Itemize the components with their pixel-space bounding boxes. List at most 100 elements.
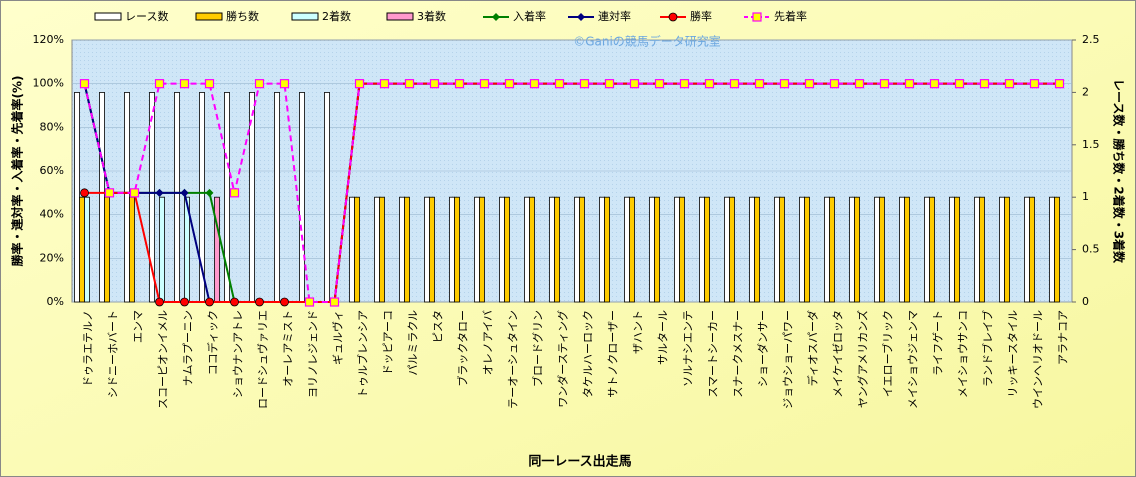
y-tick-label: 120% (33, 33, 64, 46)
x-tick-label: トゥルブレンシア (356, 310, 370, 398)
bar (129, 196, 135, 303)
line-marker (854, 79, 865, 89)
legend-label: 先着率 (774, 9, 807, 23)
y2-tick-label: 2.5 (1082, 33, 1100, 46)
legend-swatch (195, 12, 223, 21)
bar (529, 196, 535, 303)
line-marker (804, 79, 815, 89)
bar (774, 196, 780, 303)
y-tick-label: 40% (40, 208, 64, 221)
bar (799, 196, 805, 303)
x-tick-label: ジョウショーパワー (782, 310, 795, 409)
x-tick-label: リッキースタイル (1007, 310, 1020, 397)
line-marker (454, 79, 465, 89)
bar (84, 196, 90, 303)
x-tick-label: ショーダンサー (756, 310, 770, 387)
line-marker (429, 79, 440, 89)
line-marker (354, 79, 365, 89)
legend-marker (492, 13, 500, 21)
x-tick-label: オレノアイバ (482, 310, 495, 375)
y2-tick-label: 0 (1082, 295, 1089, 308)
bar (424, 196, 430, 303)
bar (804, 196, 810, 303)
x-tick-label: ディオスパーダ (806, 310, 820, 386)
line-marker (230, 297, 239, 307)
line-marker (829, 79, 840, 89)
bar (824, 196, 830, 303)
bar (1004, 196, 1010, 303)
line-marker (154, 79, 165, 89)
bar (174, 92, 180, 303)
x-tick-label: サトノクローザー (607, 310, 620, 398)
legend-swatch (386, 12, 414, 21)
legend-swatch (291, 12, 319, 21)
bar (274, 92, 280, 303)
bar (649, 196, 655, 303)
y-tick-label: 60% (40, 164, 64, 177)
bar (849, 196, 855, 303)
line-marker (704, 79, 715, 89)
bar (1029, 196, 1035, 303)
bar (124, 92, 130, 303)
legend: レース数 勝ち数 2着数 3着数 入着率 連対率 勝率 先着率 (94, 9, 807, 23)
bar (979, 196, 985, 303)
line-marker (254, 79, 265, 89)
bar (504, 196, 510, 303)
x-axis-title: 同一レース出走馬 (528, 454, 631, 470)
bar (699, 196, 705, 303)
line-marker (904, 79, 915, 89)
y-tick-label: 20% (40, 251, 64, 264)
bar (1054, 196, 1060, 303)
bar (149, 92, 155, 303)
line-marker (629, 79, 640, 89)
bar (599, 196, 605, 303)
line-marker (155, 297, 164, 307)
legend-marker (752, 12, 762, 22)
x-tick-label: ライフゲート (932, 310, 945, 376)
bar (929, 196, 935, 303)
line-marker (280, 297, 289, 307)
x-tick-label: オーレアミスト (282, 310, 295, 387)
bar (579, 196, 585, 303)
bar (104, 196, 110, 303)
x-tick-label: アラナコア (1057, 310, 1070, 365)
legend-label: 2着数 (322, 9, 351, 23)
line-marker (329, 297, 340, 307)
x-tick-label: メイショウジェンマ (907, 310, 920, 409)
line-marker (954, 79, 965, 89)
bar (949, 196, 955, 303)
line-marker (255, 297, 264, 307)
line-marker (1004, 79, 1015, 89)
bar (854, 196, 860, 303)
x-tick-label: ロードシュヴァリエ (256, 310, 270, 409)
y2-axis-title: レース数・勝ち数・2着数・3着数 (1112, 79, 1127, 264)
bar (679, 196, 685, 303)
line-marker (155, 188, 164, 197)
bar (354, 196, 360, 303)
bar (554, 196, 560, 303)
x-tick-label: ソルナシエンテ (682, 310, 695, 387)
bar (899, 196, 905, 303)
x-tick-label: テーオーシュタイン (507, 310, 520, 409)
bar (724, 196, 730, 303)
x-tick-label: パルミラクル (407, 310, 420, 376)
y2-tick-label: 2 (1082, 85, 1089, 98)
line-marker (1054, 79, 1065, 89)
legend-label: レース数 (125, 10, 168, 23)
legend-label: 連対率 (598, 9, 631, 23)
bar (779, 196, 785, 303)
line-marker (979, 79, 990, 89)
x-tick-label: メイショウサンコ (957, 310, 970, 398)
bar (404, 196, 410, 303)
bar (604, 196, 610, 303)
bar (1049, 196, 1055, 303)
x-tick-label: ヤングアメリカンズ (856, 310, 870, 408)
x-tick-label: スナークメスナー (732, 310, 745, 398)
x-tick-label: ショウナンアトレ (232, 310, 245, 398)
bar (474, 196, 480, 303)
line-marker (579, 79, 590, 89)
y2-tick-label: 0.5 (1082, 243, 1100, 256)
bar (379, 196, 385, 303)
line-marker (729, 79, 740, 89)
